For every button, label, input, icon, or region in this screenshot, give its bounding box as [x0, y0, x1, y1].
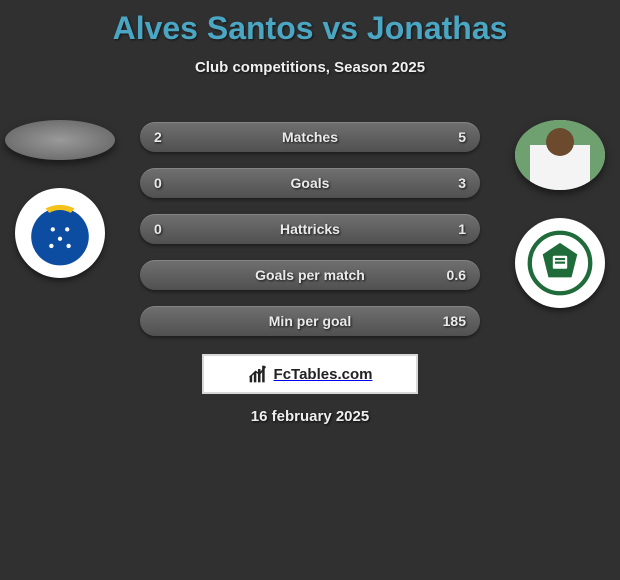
stat-right-value: 0.6 [447, 267, 466, 283]
stat-row: 2 Matches 5 [140, 122, 480, 152]
subtitle: Club competitions, Season 2025 [0, 59, 620, 76]
brand-label: FcTables.com [274, 366, 373, 383]
stat-row: 0 Hattricks 1 [140, 214, 480, 244]
page-title: Alves Santos vs Jonathas [0, 0, 620, 47]
stat-row: Min per goal 185 [140, 306, 480, 336]
stat-label: Goals [291, 175, 330, 191]
stat-left-value: 2 [154, 129, 162, 145]
club-badge-right [515, 218, 605, 308]
date-label: 16 february 2025 [0, 408, 620, 425]
stat-left-value: 0 [154, 221, 162, 237]
player-left-column [0, 120, 120, 278]
player-left-photo [5, 120, 115, 160]
stat-label: Min per goal [269, 313, 351, 329]
stat-label: Hattricks [280, 221, 340, 237]
stat-row: Goals per match 0.6 [140, 260, 480, 290]
stat-label: Matches [282, 129, 338, 145]
stat-right-value: 3 [458, 175, 466, 191]
stats-table: 2 Matches 5 0 Goals 3 0 Hattricks 1 Goal… [140, 122, 480, 352]
stat-right-value: 185 [443, 313, 466, 329]
stat-right-value: 1 [458, 221, 466, 237]
stat-right-value: 5 [458, 129, 466, 145]
chart-icon [248, 364, 268, 384]
brand-link[interactable]: FcTables.com [202, 354, 418, 394]
stat-left-value: 0 [154, 175, 162, 191]
player-right-photo [515, 120, 605, 190]
club-badge-left-icon [24, 197, 96, 269]
stat-row: 0 Goals 3 [140, 168, 480, 198]
stat-label: Goals per match [255, 267, 365, 283]
player-right-column [500, 120, 620, 308]
club-badge-right-icon [524, 227, 596, 299]
club-badge-left [15, 188, 105, 278]
